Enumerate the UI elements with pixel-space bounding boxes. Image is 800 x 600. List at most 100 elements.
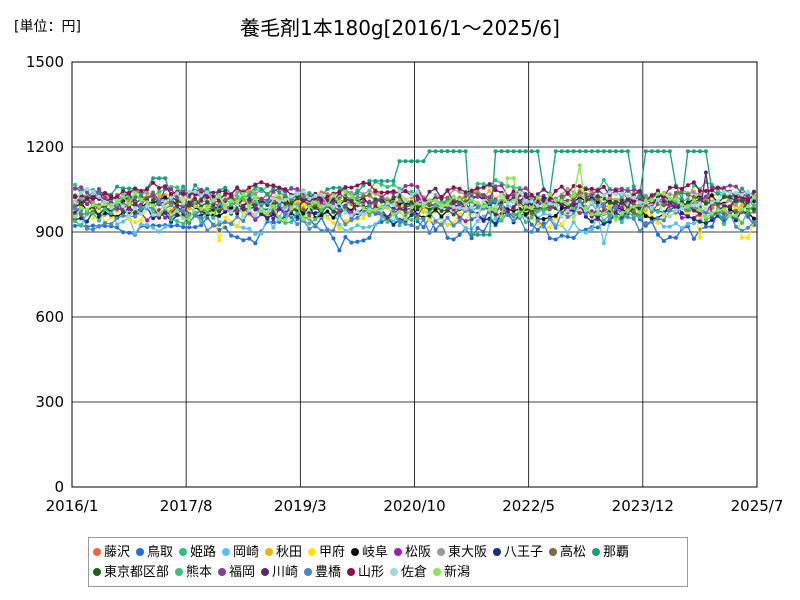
- data-point-東大阪: [145, 191, 150, 195]
- data-point-佐倉: [673, 208, 678, 213]
- data-point-佐倉: [349, 213, 354, 218]
- data-point-東大阪: [91, 200, 95, 205]
- y-tick-label: 600: [35, 308, 64, 326]
- legend-marker-icon: [179, 548, 187, 556]
- data-point-熊本: [307, 221, 312, 226]
- data-point-岐阜: [709, 193, 714, 198]
- data-point-山形: [601, 184, 606, 189]
- data-point-鳥取: [685, 224, 690, 229]
- legend-marker-icon: [222, 548, 230, 556]
- data-point-岡崎: [673, 221, 678, 226]
- data-point-那覇: [655, 149, 660, 154]
- data-point-高松: [73, 204, 77, 208]
- data-point-新潟: [409, 205, 414, 210]
- data-point-鳥取: [217, 227, 222, 232]
- data-point-甲府: [445, 222, 450, 227]
- data-point-福岡: [343, 204, 348, 209]
- data-point-新潟: [223, 204, 228, 209]
- data-point-福岡: [589, 193, 594, 198]
- data-point-秋田: [187, 206, 192, 211]
- data-point-新潟: [187, 217, 192, 222]
- data-point-川崎: [619, 198, 624, 203]
- data-point-新潟: [247, 204, 252, 209]
- data-point-高松: [691, 195, 696, 199]
- data-point-熊本: [637, 215, 642, 219]
- data-point-那覇: [481, 232, 486, 237]
- data-point-新潟: [697, 207, 702, 212]
- data-point-東大阪: [728, 198, 732, 203]
- data-point-熊本: [511, 212, 516, 217]
- data-point-姫路: [475, 181, 480, 186]
- data-point-山形: [673, 185, 678, 190]
- data-point-那覇: [157, 176, 162, 181]
- data-point-佐倉: [655, 197, 660, 202]
- data-point-鳥取: [451, 237, 456, 242]
- data-point-那覇: [487, 232, 492, 237]
- data-point-豊橋: [115, 216, 120, 221]
- data-point-豊橋: [409, 223, 414, 228]
- data-point-佐倉: [175, 191, 180, 196]
- data-point-豊橋: [289, 215, 294, 220]
- data-point-新潟: [637, 210, 642, 215]
- legend-marker-icon: [93, 568, 101, 576]
- data-point-高松: [361, 194, 366, 199]
- data-point-豊橋: [181, 208, 186, 213]
- data-point-鳥取: [421, 225, 426, 230]
- data-point-八王子: [685, 214, 690, 219]
- data-point-山形: [325, 194, 330, 199]
- data-point-熊本: [439, 199, 444, 204]
- data-point-新潟: [289, 206, 294, 211]
- data-point-佐倉: [746, 189, 750, 194]
- data-point-新潟: [331, 193, 336, 198]
- data-point-高松: [529, 211, 534, 216]
- data-point-新潟: [139, 197, 144, 202]
- data-point-岡崎: [349, 226, 354, 231]
- data-point-豊橋: [205, 228, 210, 233]
- data-point-那覇: [529, 149, 534, 154]
- data-point-佐倉: [205, 190, 210, 195]
- data-point-豊橋: [295, 222, 300, 227]
- data-point-熊本: [109, 211, 114, 216]
- data-point-那覇: [595, 149, 600, 154]
- data-point-東大阪: [367, 188, 372, 193]
- data-point-新潟: [607, 206, 612, 211]
- legend-item: 東京都区部: [93, 564, 169, 582]
- data-point-豊橋: [529, 229, 534, 234]
- data-point-山形: [211, 194, 216, 199]
- data-point-高松: [463, 194, 468, 199]
- data-point-佐倉: [523, 198, 528, 203]
- data-point-新潟: [529, 206, 534, 211]
- data-point-福岡: [169, 187, 174, 192]
- data-point-川崎: [523, 192, 528, 197]
- data-point-新潟: [307, 204, 312, 209]
- data-point-岡崎: [379, 216, 384, 221]
- data-point-鳥取: [235, 235, 240, 240]
- data-point-佐倉: [139, 212, 144, 217]
- data-point-福岡: [523, 186, 528, 191]
- data-point-熊本: [229, 202, 234, 207]
- data-point-熊本: [97, 218, 101, 223]
- data-point-高松: [367, 192, 372, 197]
- data-point-高松: [223, 197, 228, 202]
- data-point-那覇: [463, 149, 468, 154]
- legend: 藤沢 鳥取 姫路 岡崎 秋田 甲府 岐阜 松阪 東大阪 八王子 高松 那覇 東京都区部 熊本 福岡 川崎 豊橋…: [88, 537, 688, 587]
- data-point-佐倉: [529, 199, 534, 204]
- data-point-那覇: [661, 149, 666, 154]
- data-point-福岡: [499, 183, 504, 188]
- data-point-佐倉: [595, 207, 600, 212]
- data-point-山形: [481, 185, 486, 190]
- data-point-鳥取: [673, 235, 678, 240]
- data-point-佐倉: [577, 203, 582, 207]
- data-point-豊橋: [631, 216, 636, 221]
- legend-marker-icon: [433, 568, 441, 576]
- data-point-福岡: [481, 193, 486, 198]
- data-point-岡崎: [367, 224, 372, 229]
- legend-label: 福岡: [229, 565, 256, 580]
- data-point-鳥取: [433, 227, 438, 232]
- data-point-山形: [385, 190, 390, 195]
- data-point-豊橋: [649, 219, 654, 224]
- data-point-山形: [703, 189, 708, 193]
- data-point-八王子: [391, 222, 396, 227]
- legend-label: 東京都区部: [104, 565, 170, 580]
- data-point-新潟: [157, 212, 162, 217]
